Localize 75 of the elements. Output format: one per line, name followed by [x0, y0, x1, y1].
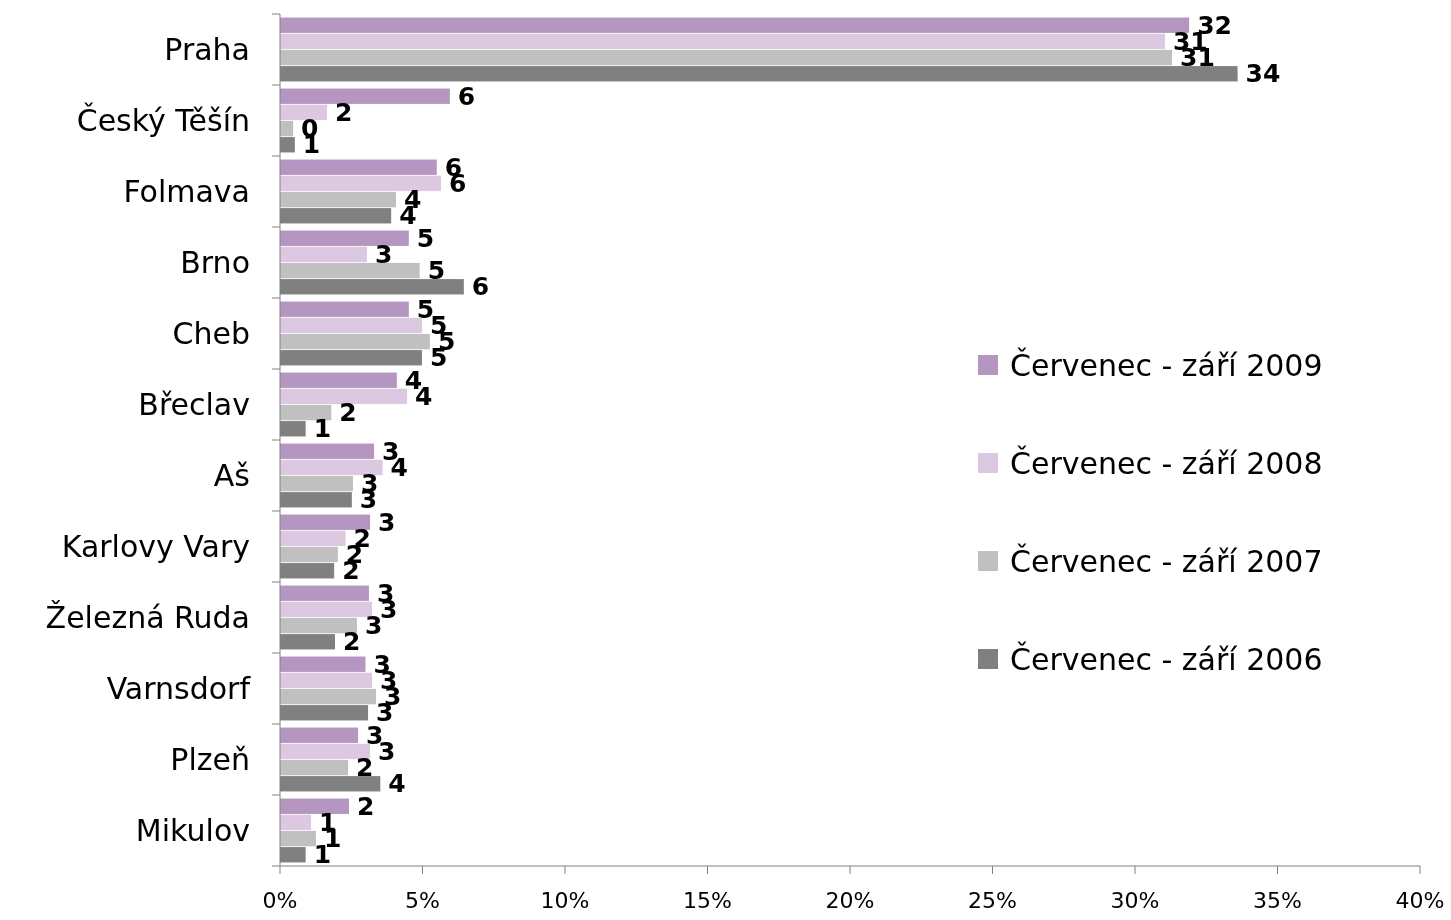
- bar: [280, 191, 396, 208]
- bar: [280, 301, 409, 317]
- y-tick-label: Brno: [180, 245, 250, 280]
- bar: [280, 688, 377, 705]
- x-tick-label: 20%: [825, 888, 875, 913]
- data-label: 2: [335, 97, 353, 127]
- x-tick-label: 35%: [1253, 888, 1302, 913]
- bar: [280, 672, 373, 689]
- bar: [280, 404, 332, 421]
- bar: [280, 17, 1190, 33]
- bar: [280, 230, 409, 246]
- data-label: 3: [374, 239, 393, 269]
- bar: [280, 104, 328, 121]
- bar: [280, 727, 359, 743]
- data-label: 6: [471, 272, 490, 302]
- bar: [280, 159, 437, 175]
- x-tick-label: 10%: [540, 888, 590, 913]
- y-tick-label: Cheb: [172, 316, 250, 351]
- data-label: 34: [1245, 59, 1281, 89]
- data-label: 2: [356, 791, 375, 821]
- bar: [280, 443, 375, 459]
- data-label: 2: [339, 398, 357, 428]
- y-tick-label: Železná Ruda: [45, 600, 250, 635]
- bar: [280, 585, 369, 601]
- data-label: 3: [378, 507, 396, 537]
- bar: [280, 388, 408, 405]
- bar: [280, 49, 1173, 66]
- legend-label: Červenec - září 2008: [1010, 444, 1323, 481]
- y-tick-label: Praha: [164, 32, 250, 67]
- bar: [280, 530, 346, 547]
- data-label: 4: [388, 769, 406, 799]
- y-tick-label: Varnsdorf: [106, 671, 252, 706]
- y-tick-label: Český Těšín: [76, 102, 250, 138]
- y-tick-label: Folmava: [123, 174, 250, 209]
- data-label: 1: [313, 414, 332, 444]
- x-tick-label: 15%: [683, 888, 732, 913]
- bar: [280, 617, 357, 634]
- data-label: 5: [416, 223, 435, 253]
- bar: [280, 798, 349, 814]
- x-tick-label: 30%: [1110, 888, 1160, 913]
- data-label: 2: [356, 753, 374, 783]
- y-tick-label: Karlovy Vary: [61, 529, 250, 564]
- bar: [280, 33, 1165, 50]
- bar: [280, 546, 338, 563]
- bar: [280, 333, 430, 350]
- legend-label: Červenec - září 2006: [1010, 640, 1323, 677]
- bar: [280, 601, 373, 618]
- x-tick-label: 0%: [262, 888, 298, 913]
- legend-label: Červenec - září 2007: [1010, 542, 1323, 579]
- y-tick-label: Mikulov: [135, 813, 250, 848]
- x-tick-label: 25%: [968, 888, 1017, 913]
- bar: [280, 514, 371, 530]
- bar: [280, 175, 442, 192]
- bar: [280, 459, 383, 476]
- bar: [280, 656, 366, 672]
- data-label: 2: [343, 627, 361, 657]
- bar: [280, 759, 349, 776]
- legend-label: Červenec - září 2009: [1010, 346, 1323, 383]
- bar: [280, 88, 450, 104]
- x-tick-label: 5%: [405, 888, 440, 913]
- bar: [280, 246, 367, 263]
- data-label: 5: [427, 256, 446, 286]
- bar: [280, 743, 371, 760]
- bar: [280, 262, 420, 279]
- bar: [280, 814, 312, 831]
- bar: [280, 317, 422, 334]
- y-tick-label: Aš: [213, 458, 250, 493]
- data-label: 6: [457, 81, 476, 111]
- bar: [280, 830, 316, 847]
- bar: [280, 475, 353, 492]
- bar: [280, 372, 397, 388]
- y-tick-label: Břeclav: [138, 387, 250, 422]
- bar: [280, 120, 294, 137]
- y-tick-label: Plzeň: [170, 742, 250, 777]
- x-tick-label: 40%: [1395, 888, 1445, 913]
